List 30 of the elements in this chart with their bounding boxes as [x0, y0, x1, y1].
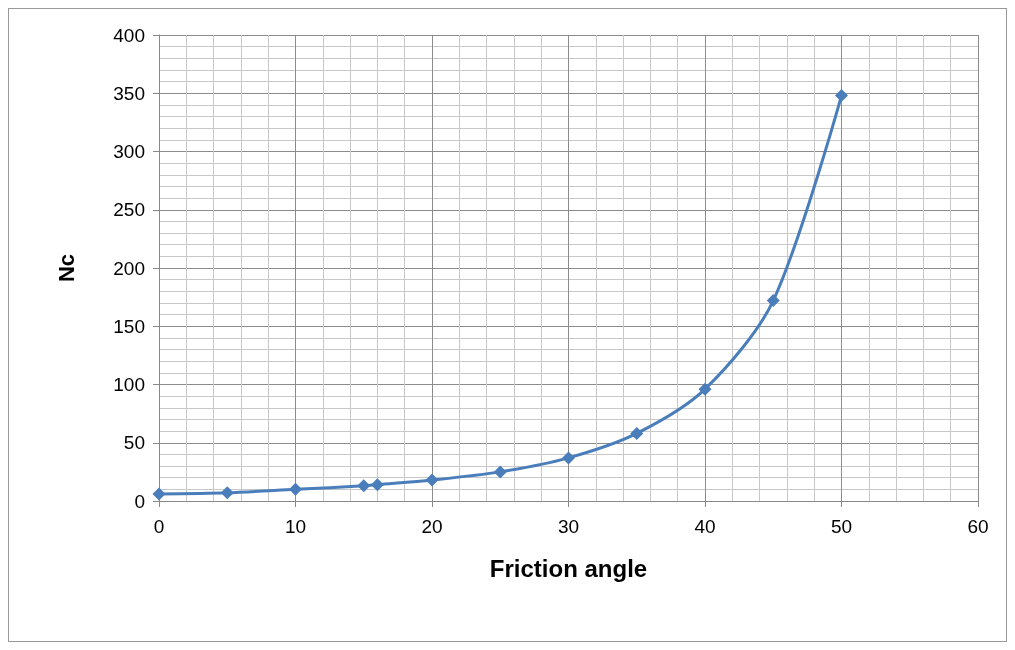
point — [357, 479, 371, 493]
y-tick-label: 200 — [113, 257, 145, 279]
point — [425, 473, 439, 487]
x-tick-label: 20 — [421, 516, 443, 537]
point — [698, 382, 712, 396]
point — [152, 487, 166, 501]
point — [835, 89, 848, 103]
x-tick-label: 0 — [153, 516, 165, 537]
point — [562, 451, 575, 465]
y-tick-label: 50 — [123, 432, 145, 454]
y-tick-label: 350 — [113, 82, 145, 104]
y-tick-label: 0 — [134, 490, 145, 512]
point — [493, 465, 507, 479]
point — [370, 478, 384, 492]
x-tick-label: 60 — [967, 516, 989, 537]
point — [289, 482, 302, 496]
x-tick-label: 10 — [284, 516, 307, 537]
point — [766, 294, 780, 308]
y-tick-label: 300 — [113, 141, 145, 162]
y-tick-label: 400 — [113, 24, 145, 46]
x-tick-label: 40 — [694, 516, 716, 537]
x-tick-label: 30 — [557, 516, 580, 537]
x-axis-title: Friction angle — [489, 554, 648, 582]
y-tick-label: 250 — [113, 199, 145, 221]
y-tick-label: 100 — [113, 374, 145, 395]
point — [220, 486, 234, 500]
y-axis-title: Nc — [53, 253, 79, 283]
x-tick-label: 50 — [830, 516, 853, 537]
y-tick-label: 150 — [113, 315, 145, 337]
point — [630, 426, 644, 440]
